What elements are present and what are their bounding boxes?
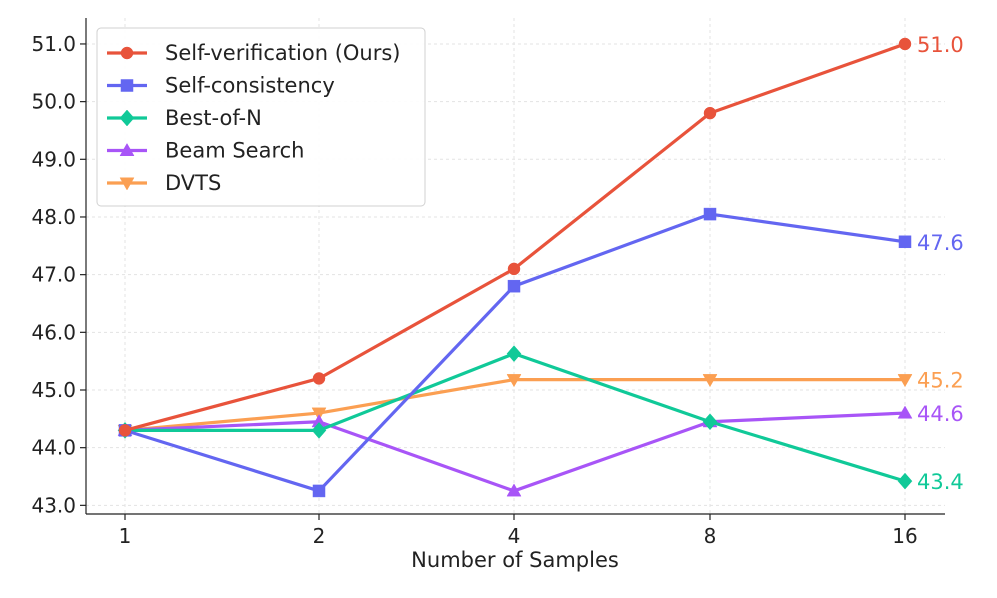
legend-label: Self-verification (Ours) xyxy=(165,41,401,65)
legend-box xyxy=(96,27,426,207)
series-dvts xyxy=(117,374,913,438)
data-point xyxy=(506,374,522,388)
legend-label: Beam Search xyxy=(165,139,304,163)
x-tick-label: 1 xyxy=(119,524,132,548)
series-line xyxy=(124,411,906,493)
series-group xyxy=(117,37,913,498)
data-point xyxy=(702,374,718,388)
y-tick-label: 51.0 xyxy=(31,32,76,56)
data-point xyxy=(507,279,521,293)
legend-label: Self-consistency xyxy=(165,74,335,98)
data-point xyxy=(506,483,522,497)
legend-item: Self-verification (Ours) xyxy=(107,41,401,65)
end-label-self-consistency: 47.6 xyxy=(917,231,964,255)
x-axis-label: Number of Samples xyxy=(411,548,619,572)
tick-labels: 43.0 44.0 45.0 46.0 47.0 48.0 49.0 50.0 51.0 1 2 4 8… xyxy=(31,32,917,548)
data-point xyxy=(703,106,717,120)
legend-marker xyxy=(120,46,134,60)
legend-item: Best-of-N xyxy=(107,106,262,130)
y-tick-label: 47.0 xyxy=(31,263,76,287)
y-tick-label: 44.0 xyxy=(31,436,76,460)
x-tick-label: 2 xyxy=(313,524,326,548)
data-point xyxy=(898,37,912,51)
end-label-dvts: 45.2 xyxy=(917,369,964,393)
legend-item: DVTS xyxy=(107,171,221,195)
y-tick-label: 43.0 xyxy=(31,493,76,517)
data-point xyxy=(702,413,718,431)
end-label-beam-search: 44.6 xyxy=(917,402,964,426)
x-tick-label: 4 xyxy=(508,524,521,548)
y-tick-label: 49.0 xyxy=(31,147,76,171)
legend-marker xyxy=(119,177,135,191)
axes xyxy=(80,18,945,520)
data-point xyxy=(703,207,717,221)
series-self-verification-ours xyxy=(118,37,912,437)
y-tick-label: 50.0 xyxy=(31,90,76,114)
legend: Self-verification (Ours) Self-consistency… xyxy=(96,27,426,207)
legend-marker xyxy=(120,79,134,92)
grid-lines xyxy=(86,18,945,514)
series-line xyxy=(124,378,905,432)
series-best-of-n xyxy=(117,345,913,490)
data-point xyxy=(506,345,522,363)
data-point xyxy=(897,405,913,419)
x-tick-label: 16 xyxy=(892,524,917,548)
end-labels: 45.2 44.6 43.4 47.6 51.0 xyxy=(917,33,964,494)
end-label-best-of-n: 43.4 xyxy=(917,470,964,494)
legend-marker xyxy=(119,142,135,156)
data-point xyxy=(311,421,327,439)
x-tick-label: 8 xyxy=(704,524,717,548)
data-point xyxy=(507,262,521,276)
data-point xyxy=(312,484,326,498)
end-label-self-verification-ours: 51.0 xyxy=(917,33,964,57)
data-point xyxy=(897,374,913,388)
y-tick-label: 46.0 xyxy=(31,320,76,344)
data-point xyxy=(897,472,913,490)
legend-item: Beam Search xyxy=(107,139,304,163)
legend-item: Self-consistency xyxy=(107,74,335,98)
data-point xyxy=(118,424,132,437)
legend-label: DVTS xyxy=(165,171,221,195)
data-point xyxy=(312,372,326,385)
legend-marker xyxy=(119,109,135,127)
y-tick-label: 45.0 xyxy=(31,378,76,402)
legend-label: Best-of-N xyxy=(165,106,262,130)
data-point xyxy=(898,235,912,249)
data-point xyxy=(311,407,327,421)
y-tick-label: 48.0 xyxy=(31,205,76,229)
